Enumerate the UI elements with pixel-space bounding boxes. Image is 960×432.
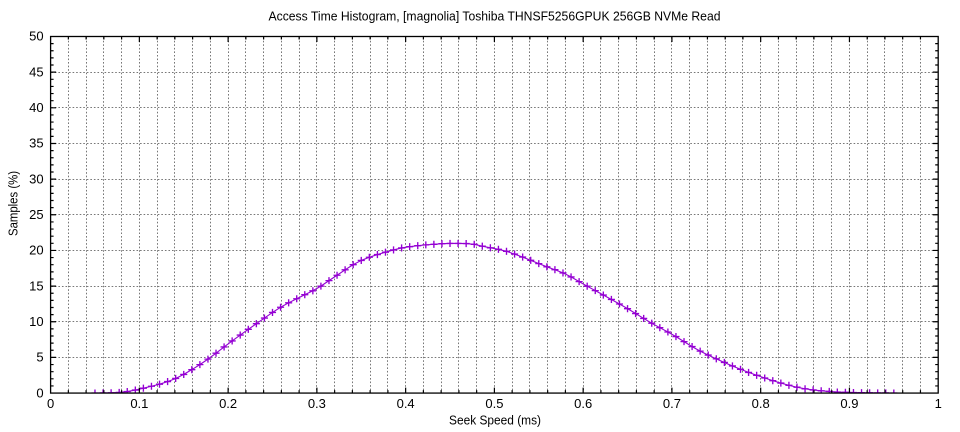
svg-text:Samples (%): Samples (%): [6, 171, 21, 236]
svg-text:0.5: 0.5: [485, 396, 503, 411]
svg-text:25: 25: [29, 207, 43, 222]
svg-text:45: 45: [29, 64, 43, 79]
svg-text:Access Time Histogram, [magnol: Access Time Histogram, [magnolia] Toshib…: [269, 9, 721, 24]
svg-text:0.9: 0.9: [840, 396, 858, 411]
svg-text:30: 30: [29, 171, 43, 186]
svg-text:10: 10: [29, 314, 43, 329]
svg-text:0: 0: [47, 396, 54, 411]
svg-text:0: 0: [36, 385, 43, 400]
svg-text:Seek Speed (ms): Seek Speed (ms): [449, 413, 541, 428]
svg-text:0.4: 0.4: [397, 396, 415, 411]
svg-text:50: 50: [29, 29, 43, 44]
svg-text:1: 1: [935, 396, 942, 411]
svg-text:0.6: 0.6: [574, 396, 592, 411]
svg-text:20: 20: [29, 243, 43, 258]
svg-text:0.7: 0.7: [663, 396, 681, 411]
svg-text:15: 15: [29, 278, 43, 293]
svg-text:0.8: 0.8: [752, 396, 770, 411]
svg-text:0.1: 0.1: [130, 396, 148, 411]
svg-text:40: 40: [29, 100, 43, 115]
svg-text:0.3: 0.3: [308, 396, 326, 411]
svg-text:5: 5: [36, 350, 43, 365]
svg-text:0.2: 0.2: [219, 396, 237, 411]
svg-text:35: 35: [29, 136, 43, 151]
